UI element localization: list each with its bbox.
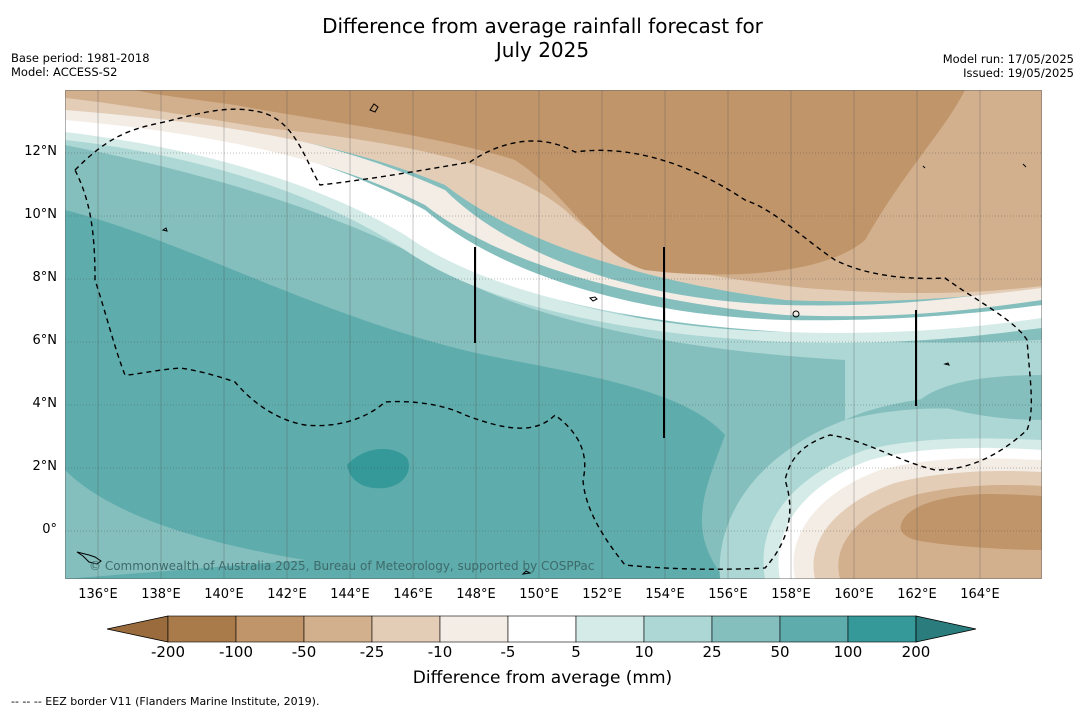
colorbar-label: Difference from average (mm) bbox=[412, 668, 673, 688]
lat-label: 2°N bbox=[32, 459, 58, 474]
colorbar-arrow-right bbox=[915, 615, 977, 643]
base-period: Base period: 1981-2018 bbox=[11, 51, 150, 65]
colorbar-cell bbox=[575, 615, 645, 643]
colorbar-cell bbox=[779, 615, 849, 643]
chart-title: Difference from average rainfall forecas… bbox=[0, 14, 1085, 62]
lat-label: 12°N bbox=[24, 144, 57, 159]
island-outlines bbox=[76, 103, 1027, 575]
colorbar-tick: -5 bbox=[500, 643, 516, 661]
issued-date: Issued: 19/05/2025 bbox=[963, 66, 1074, 80]
band-minus100-minus50-north bbox=[135, 90, 965, 275]
colorbar-tick: 5 bbox=[571, 643, 581, 661]
colorbar-cell bbox=[167, 615, 237, 643]
colorbar-tick: -10 bbox=[427, 643, 453, 661]
lon-label: 158°E bbox=[771, 587, 811, 602]
band-neutral-north bbox=[65, 118, 1042, 333]
lon-label: 142°E bbox=[267, 587, 307, 602]
band-25-50-sw bbox=[65, 470, 305, 579]
colorbar-tick: 50 bbox=[770, 643, 790, 661]
lon-label: 146°E bbox=[393, 587, 433, 602]
lon-label: 162°E bbox=[897, 587, 937, 602]
colorbar-tick: 10 bbox=[634, 643, 654, 661]
model-name: Model: ACCESS-S2 bbox=[11, 65, 118, 79]
colorbar-tick: -50 bbox=[291, 643, 317, 661]
lon-label: 150°E bbox=[519, 587, 559, 602]
lat-label: 8°N bbox=[32, 270, 58, 285]
band-10-25-east bbox=[845, 340, 1042, 420]
band-minus10-minus5-north bbox=[65, 108, 1042, 317]
colorbar-cell bbox=[711, 615, 781, 643]
colorbar-cell bbox=[371, 615, 441, 643]
lon-label: 140°E bbox=[204, 587, 244, 602]
meta-left: Base period: 1981-2018 Model: ACCESS-S2 bbox=[11, 51, 150, 79]
colorbar-tick: -25 bbox=[359, 643, 385, 661]
map-frame bbox=[65, 90, 1042, 579]
lon-label: 138°E bbox=[141, 587, 181, 602]
colorbar-tick: 100 bbox=[833, 643, 863, 661]
lon-label: 164°E bbox=[960, 587, 1000, 602]
colorbar bbox=[106, 615, 977, 643]
title-line-2: July 2025 bbox=[495, 38, 590, 62]
lon-label: 148°E bbox=[456, 587, 496, 602]
footer-note: -- -- -- EEZ border V11 (Flanders Marine… bbox=[11, 695, 320, 708]
lat-label: 0° bbox=[42, 522, 57, 537]
lon-label: 152°E bbox=[582, 587, 622, 602]
colorbar-cell bbox=[235, 615, 305, 643]
colorbar-tick: -100 bbox=[218, 643, 254, 661]
lat-label: 6°N bbox=[32, 333, 58, 348]
colorbar-tick: -200 bbox=[150, 643, 186, 661]
model-run: Model run: 17/05/2025 bbox=[942, 52, 1074, 66]
lon-label: 144°E bbox=[330, 587, 370, 602]
lon-label: 160°E bbox=[834, 587, 874, 602]
colorbar-tick: 25 bbox=[702, 643, 722, 661]
colorbar-tick: 200 bbox=[901, 643, 931, 661]
band-25-50-east bbox=[920, 375, 1042, 420]
colorbar-cell bbox=[643, 615, 713, 643]
meta-right: Model run: 17/05/2025 Issued: 19/05/2025 bbox=[943, 52, 1074, 80]
colorbar-cell bbox=[439, 615, 509, 643]
rainfall-map: © Commonwealth of Australia 2025, Bureau… bbox=[65, 90, 1042, 579]
colorbar-cell bbox=[303, 615, 373, 643]
band-100-200-blob bbox=[347, 448, 409, 489]
lon-label: 154°E bbox=[645, 587, 685, 602]
graticule bbox=[65, 152, 1042, 532]
band-minus100-minus50-southeast bbox=[900, 494, 1042, 550]
colorbar-cell bbox=[847, 615, 917, 643]
colorbar-arrow-left bbox=[106, 615, 169, 643]
lon-label: 156°E bbox=[708, 587, 748, 602]
lat-label: 4°N bbox=[32, 396, 58, 411]
colorbar-cell bbox=[507, 615, 577, 643]
copyright-text: © Commonwealth of Australia 2025, Bureau… bbox=[89, 559, 594, 573]
title-line-1: Difference from average rainfall forecas… bbox=[322, 14, 763, 38]
lon-label: 136°E bbox=[78, 587, 118, 602]
eez-border-line bbox=[74, 108, 1033, 570]
band-50-100 bbox=[65, 210, 725, 579]
lat-label: 10°N bbox=[24, 207, 57, 222]
colorbar-tick-labels: -200 -100 -50 -25 -10 -5 5 10 25 50 100 200 bbox=[0, 643, 1085, 663]
